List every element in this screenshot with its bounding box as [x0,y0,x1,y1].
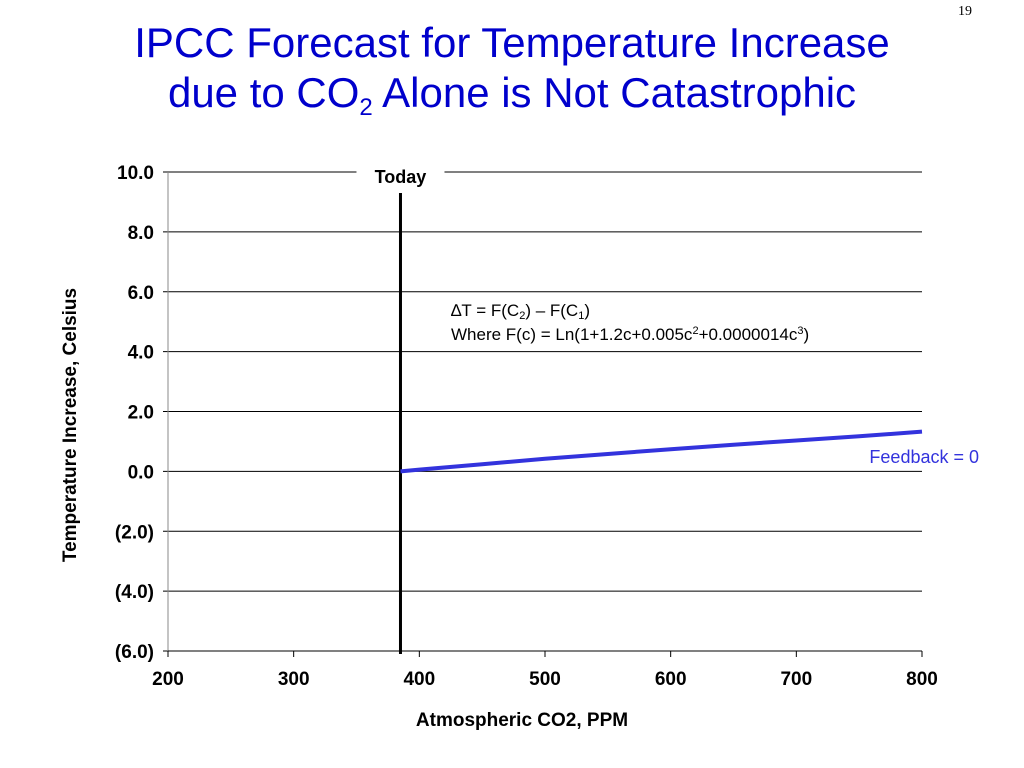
title-subscript: 2 [359,94,373,121]
formula-part-0: ∆T = F(C [451,301,519,320]
x-tick-label-1: 300 [278,669,310,690]
y-tick-label-1: 8.0 [128,223,154,244]
title-line-2-pre: due to CO [167,69,360,116]
y-axis-title: Temperature Increase, Celsius [60,288,81,562]
formula-part-4: ) [584,301,590,320]
y-tick-label-4: 2.0 [128,403,154,424]
slide-title: IPCC Forecast for Temperature Increase d… [40,18,984,121]
y-tick-labels: 10.0 8.0 6.0 4.0 2.0 0.0 (2.0) (4.0) (6.0) [115,163,154,663]
x-tick-label-3: 500 [529,669,561,690]
y-tick-label-2: 6.0 [128,283,154,304]
title-line-1: IPCC Forecast for Temperature Increase [134,19,890,66]
today-label: Today [375,167,427,187]
series-label-feedback: Feedback = 0 [869,447,979,467]
formula-part-2: +0.0000014c [699,325,798,344]
x-tick-label-0: 200 [152,669,184,690]
title-line-2-post: Alone is Not Catastrophic [372,69,857,116]
today-label-background [356,160,445,184]
y-tick-label-0: 10.0 [117,163,154,184]
x-tick-label-4: 600 [655,669,687,690]
formula-part-4: ) [803,325,809,344]
series-line-feedback-0 [400,429,923,474]
formula-part-3: 3 [797,325,803,337]
y-tick-label-3: 4.0 [128,343,154,364]
axes [167,172,923,657]
slide-number: 19 [958,4,972,19]
formula-part-0: Where F(c) = Ln(1+1.2c+0.005c [451,325,693,344]
y-tick-label-5: 0.0 [128,462,154,483]
series [400,429,923,474]
y-tick-label-6: (2.0) [115,522,154,543]
formula-part-1: 2 [692,325,698,337]
title-line-2: due to CO2 Alone is Not Catastrophic [40,68,984,121]
x-axis-title: Atmospheric CO2, PPM [416,710,628,731]
formula-part-1: 2 [519,310,525,322]
x-tick-labels: 200 300 400 500 600 700 800 [152,669,938,690]
x-tick-label-5: 700 [780,669,812,690]
y-tick-label-8: (6.0) [115,642,154,663]
x-tick-label-6: 800 [906,669,938,690]
y-tick-label-7: (4.0) [115,582,154,603]
x-tick-label-2: 400 [403,669,435,690]
gridlines [163,171,922,652]
formula-line-1: ∆T = F(C2) – F(C1) [451,301,590,322]
formula-line-2: Where F(c) = Ln(1+1.2c+0.005c2+0.0000014… [451,325,809,344]
today-reference: Today [356,160,445,654]
formula-part-3: 1 [578,310,584,322]
formula-part-2: ) – F(C [525,301,578,320]
